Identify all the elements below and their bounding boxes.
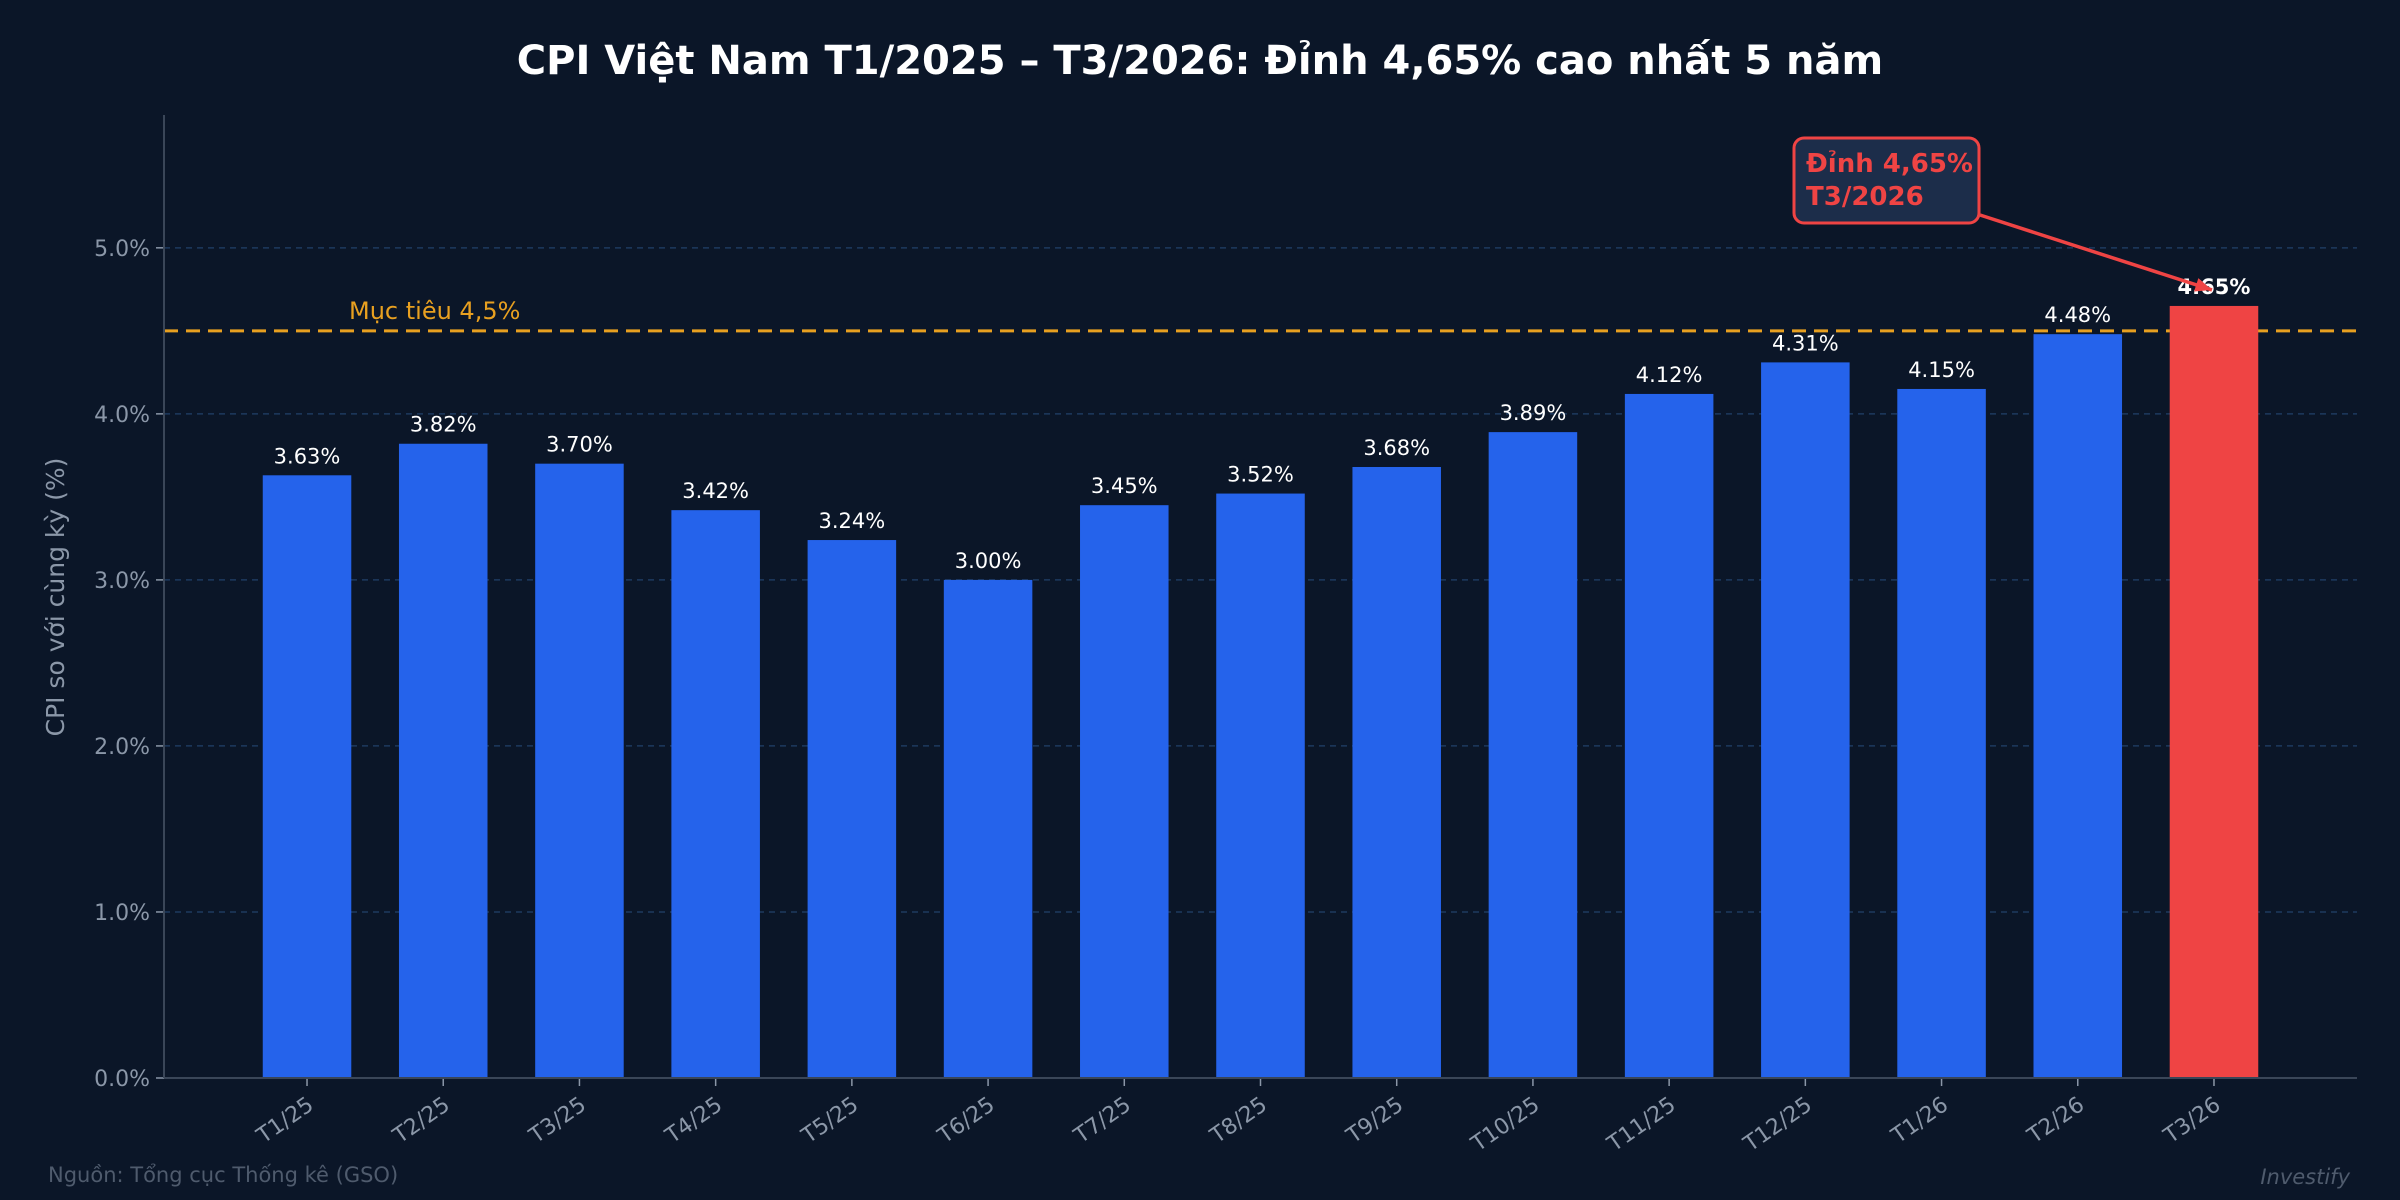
bar [1624,393,1714,1078]
x-tick-label: T2/25 [388,1092,455,1149]
x-tick-label: T3/25 [524,1092,591,1149]
y-tick-label: 4.0% [94,403,150,428]
bar-value-label: 3.63% [274,444,341,468]
x-tick-label: T10/25 [1466,1092,1544,1157]
bar-value-label: 4.15% [1908,358,1975,382]
bar [1488,432,1578,1078]
bar-value-label: 4.65% [2178,275,2251,299]
bar [1352,466,1441,1078]
bar [943,579,1033,1078]
x-tick-label: T3/26 [2159,1092,2226,1149]
bar [1080,505,1169,1078]
y-tick-label: 1.0% [94,901,150,926]
x-tick-label: T4/25 [660,1092,727,1149]
bar-value-label: 3.42% [682,479,749,503]
x-tick-label: T5/25 [797,1092,864,1149]
bar [535,463,624,1078]
bar [1216,493,1305,1079]
source-note: Nguồn: Tổng cục Thống kê (GSO) [48,1163,398,1187]
bar [1897,388,1986,1078]
bar-value-label: 3.68% [1363,436,1430,460]
bar [671,510,760,1078]
x-tick-label: T9/25 [1342,1092,1409,1149]
bar-value-label: 4.48% [2044,303,2111,327]
bar-value-label: 3.89% [1500,401,1567,425]
y-tick-label: 3.0% [94,569,150,594]
annotation-box [1792,136,1981,225]
bar-value-label: 3.45% [1091,474,1158,498]
bar-value-label: 3.70% [546,433,613,457]
x-tick-label: T1/26 [1886,1092,1953,1149]
y-tick-label: 5.0% [94,237,150,262]
y-axis-label: CPI so với cùng kỳ (%) [41,458,70,737]
x-tick-label: T12/25 [1739,1092,1817,1157]
brand-watermark: Investify [2260,1165,2350,1189]
x-tick-label: T8/25 [1205,1092,1272,1149]
bar [2033,334,2123,1078]
bar [398,443,488,1078]
x-tick-label: T11/25 [1602,1092,1680,1157]
x-tick-label: T2/26 [2023,1092,2090,1149]
bar [807,540,897,1078]
annotation-arrow [1979,213,2213,292]
bar-value-label: 3.24% [819,509,886,533]
x-tick-label: T7/25 [1069,1092,1136,1149]
x-tick-label: T6/25 [933,1092,1000,1149]
annotation-line: Đỉnh 4,65% [1806,149,1973,179]
bar-value-label: 3.00% [955,549,1022,573]
arrow-head-icon [2194,278,2212,292]
y-tick-label: 2.0% [94,735,150,760]
bar [2169,305,2259,1078]
bar-value-label: 3.52% [1227,463,1294,487]
bar [1761,362,1850,1079]
bar [262,475,352,1079]
bar-value-label: 4.31% [1772,331,1839,355]
target-line-label: Mục tiêu 4,5% [349,297,520,325]
bar-value-label: 3.82% [410,413,477,437]
bar-value-label: 4.12% [1636,363,1703,387]
annotation-line: T3/2026 [1806,182,1924,212]
chart-title: CPI Việt Nam T1/2025 – T3/2026: Đỉnh 4,6… [517,38,1883,84]
x-tick-label: T1/25 [252,1092,319,1149]
y-tick-label: 0.0% [94,1067,150,1092]
